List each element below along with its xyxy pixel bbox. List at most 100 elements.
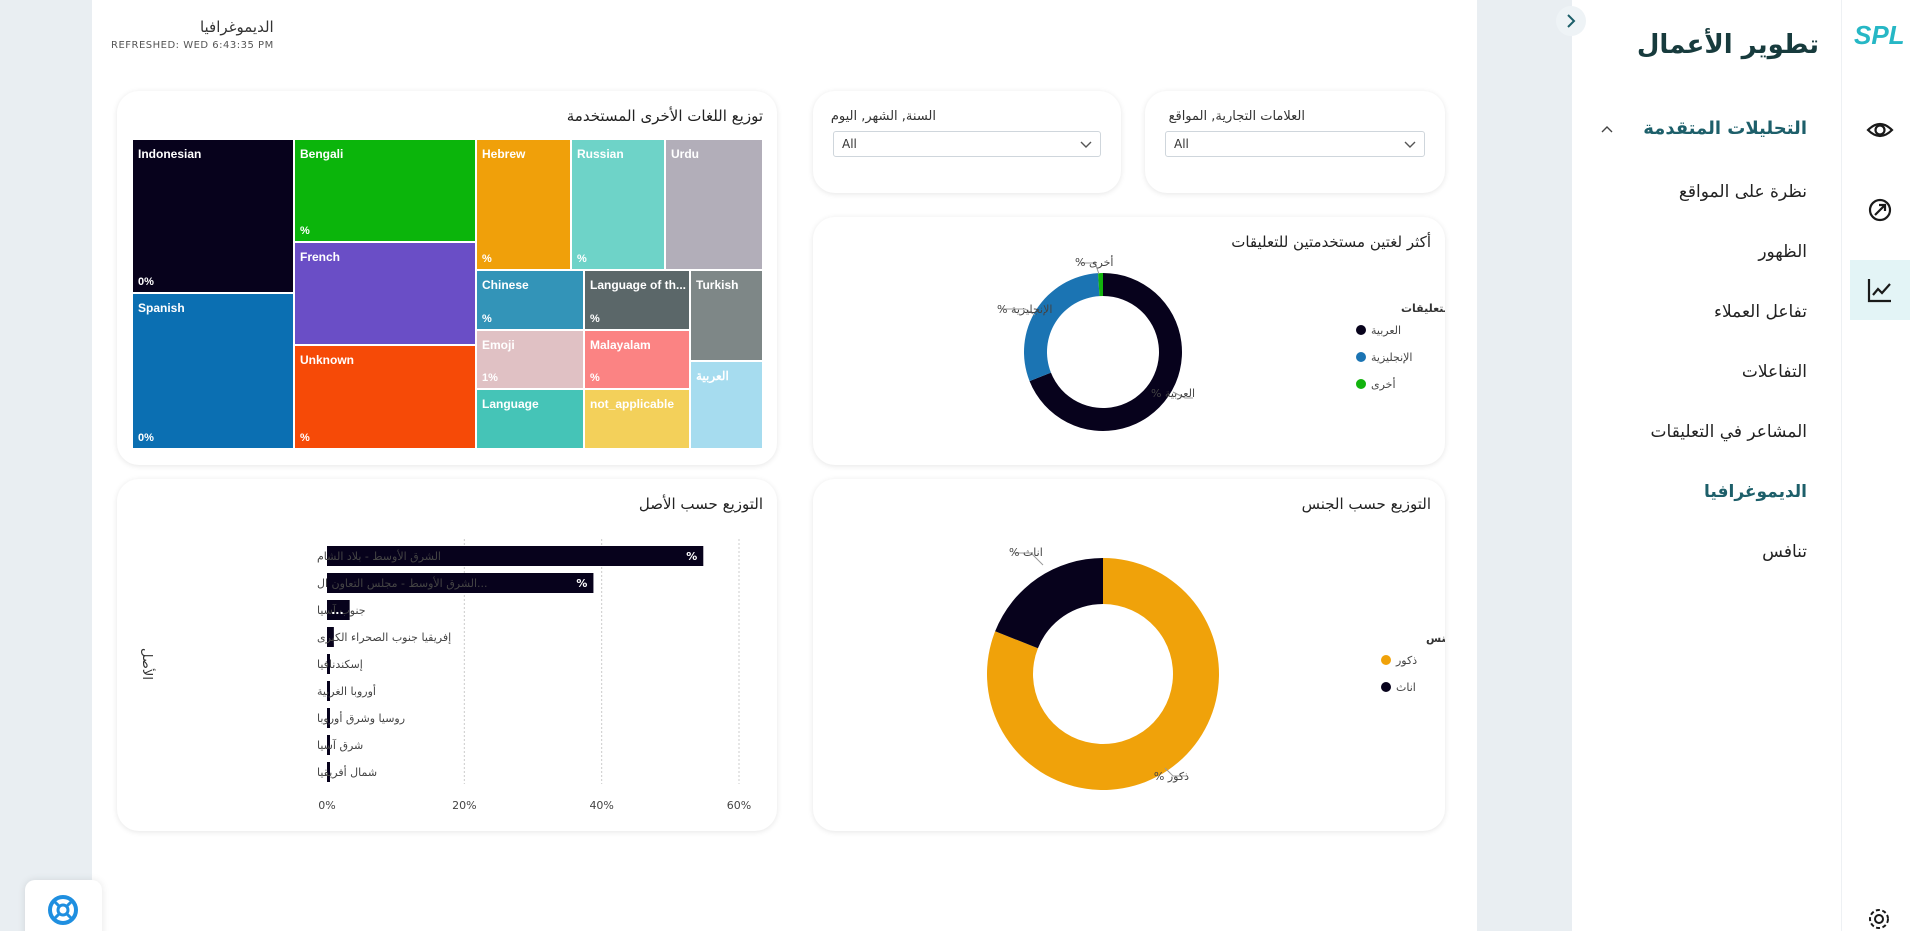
rocket-icon[interactable] xyxy=(1866,196,1894,224)
donut-leader-line xyxy=(1001,308,1036,316)
bar[interactable] xyxy=(327,708,330,728)
donut-slice[interactable] xyxy=(1098,273,1103,297)
eye-icon[interactable] xyxy=(1866,116,1894,144)
treemap-cell[interactable]: Indonesian 0% xyxy=(132,139,294,293)
donut-leader-line xyxy=(1172,391,1193,399)
treemap-cell[interactable]: Russian% xyxy=(571,139,665,270)
legend-entry[interactable]: ذكور xyxy=(1395,654,1417,667)
treemap-cell[interactable]: Unknown% xyxy=(294,345,476,449)
origin-bar-chart: 0% 20% 40% 60% الشرق الأوسط - بلاد الشام%...… xyxy=(139,539,751,812)
bar[interactable] xyxy=(327,627,334,647)
donut-slice[interactable] xyxy=(1024,273,1100,382)
sidebar-item[interactable]: المشاعر في التعليقات xyxy=(1650,422,1807,442)
treemap-cell-label: French xyxy=(300,250,341,264)
treemap-cell-label: Turkish xyxy=(696,278,739,292)
bar[interactable] xyxy=(327,762,330,782)
treemap-cell[interactable]: Chinese% xyxy=(476,270,584,330)
legend-swatch xyxy=(1356,352,1366,362)
treemap-cell[interactable]: Language of th...% xyxy=(584,270,690,330)
gender-donut-chart: ذكور % اناث % الجنس ذكور اناث xyxy=(987,546,1445,790)
treemap-cell-label: العربية xyxy=(696,369,729,383)
legend-entry[interactable]: العربية xyxy=(1371,324,1401,337)
legend-swatch xyxy=(1381,682,1391,692)
treemap-cell-label: Indonesian xyxy=(138,147,202,161)
bar[interactable] xyxy=(327,573,594,593)
treemap-cell[interactable]: not_applicable xyxy=(584,389,690,449)
treemap-cell-value: % xyxy=(300,432,310,444)
donut-leader-line xyxy=(1164,767,1187,777)
treemap-cell[interactable]: Emoji 1% xyxy=(476,330,584,389)
collapse-sidebar-button[interactable] xyxy=(1556,6,1586,36)
donut-slice[interactable] xyxy=(1029,273,1182,431)
sidebar-item[interactable]: التفاعلات xyxy=(1741,362,1807,382)
treemap-cell[interactable]: Malayalam% xyxy=(584,330,690,389)
donut-data-label: أخرى % xyxy=(1075,255,1113,269)
date-slicer-value: All xyxy=(842,137,857,151)
y-category-label: ...الشرق الأوسط - مجلس التعاون ال xyxy=(317,576,488,590)
bar[interactable] xyxy=(327,735,330,755)
treemap-cell[interactable]: Turkish xyxy=(690,270,763,361)
treemap-cell[interactable]: Bengali% xyxy=(294,139,476,242)
sidebar-item[interactable]: نظرة على المواقع xyxy=(1678,182,1807,202)
nav-section-advanced-analytics[interactable]: التحليلات المتقدمة xyxy=(1643,118,1807,139)
x-tick-label: 60% xyxy=(727,799,751,812)
legend-swatch xyxy=(1356,325,1366,335)
bar[interactable] xyxy=(327,600,350,620)
treemap-cell-value: % xyxy=(590,372,600,384)
legend-title: لغة التعليقات xyxy=(1401,302,1445,315)
brands-slicer-card: العلامات التجارية, المواقع All xyxy=(1145,91,1445,193)
treemap-cell-label: Hebrew xyxy=(482,147,526,161)
bar[interactable] xyxy=(327,654,330,674)
treemap-cell[interactable]: Language xyxy=(476,389,584,449)
x-tick-label: 20% xyxy=(452,799,476,812)
donut-slice[interactable] xyxy=(987,558,1219,790)
y-category-label: إسكندنافيا xyxy=(317,658,363,671)
date-slicer-card: السنة, الشهر, اليوم All xyxy=(813,91,1121,193)
page-title: الديموغرافيا xyxy=(199,18,274,36)
sidebar-item[interactable]: تفاعل العملاء xyxy=(1713,302,1807,322)
treemap-cell[interactable]: العربية xyxy=(690,361,763,449)
comments-languages-card: أكثر لغتين مستخدمتين للتعليقات العربية %… xyxy=(813,217,1445,465)
legend-entry[interactable]: الإنجليزية xyxy=(1371,351,1412,364)
y-category-label: الشرق الأوسط - بلاد الشام xyxy=(317,549,441,563)
date-slicer-label: السنة, الشهر, اليوم xyxy=(830,109,936,124)
donut-slice[interactable] xyxy=(995,558,1103,649)
legend-entry[interactable]: اناث xyxy=(1396,681,1416,694)
y-axis-title: الأصل xyxy=(139,648,156,680)
bar[interactable] xyxy=(327,681,330,701)
lifebuoy-icon xyxy=(48,895,78,925)
y-category-label: شرق آسيا xyxy=(317,738,363,752)
legend-swatch xyxy=(1356,379,1366,389)
chevron-up-icon[interactable] xyxy=(1600,123,1614,137)
y-category-label: شمال أفريقيا xyxy=(317,765,377,779)
treemap-cell-label: Unknown xyxy=(300,353,354,367)
treemap-cell-label: Language xyxy=(482,397,539,411)
brands-slicer-value: All xyxy=(1174,137,1189,151)
treemap-cell[interactable]: Hebrew% xyxy=(476,139,571,270)
sidebar-item[interactable]: الديموغرافيا xyxy=(1704,482,1807,502)
brands-slicer-dropdown[interactable]: All xyxy=(1165,131,1425,157)
treemap-cell[interactable]: Urdu xyxy=(665,139,763,270)
y-category-label: روسيا وشرق أوروبا xyxy=(317,711,405,725)
help-button[interactable] xyxy=(25,880,102,931)
treemap-cell-label: Malayalam xyxy=(590,338,651,352)
brand-title: تطوير الأعمال xyxy=(1636,30,1819,60)
treemap-cell[interactable]: Spanish 0% xyxy=(132,293,294,449)
bar[interactable] xyxy=(327,546,704,566)
x-tick-label: 40% xyxy=(589,799,613,812)
treemap-cell[interactable]: French xyxy=(294,242,476,345)
date-slicer-dropdown[interactable]: All xyxy=(833,131,1101,157)
treemap-cell-value: % xyxy=(590,313,600,325)
donut-data-label: العربية % xyxy=(1151,387,1195,400)
y-category-label: إفريقيا جنوب الصحراء الكبرى xyxy=(317,631,451,644)
refreshed-timestamp: REFRESHED: WED 6:43:35 PM xyxy=(111,40,274,51)
chart-line-icon-button[interactable] xyxy=(1850,260,1910,320)
legend-entry[interactable]: أخرى xyxy=(1371,377,1396,391)
chevron-right-icon xyxy=(1567,14,1576,28)
sidebar-item[interactable]: الظهور xyxy=(1758,242,1807,262)
treemap-cell-label: Language of th... xyxy=(590,278,686,292)
gear-icon[interactable] xyxy=(1866,906,1892,931)
sidebar-item[interactable]: تنافس xyxy=(1762,542,1807,562)
bar-data-label: % xyxy=(686,550,697,563)
bar-data-label: ... xyxy=(331,604,344,617)
